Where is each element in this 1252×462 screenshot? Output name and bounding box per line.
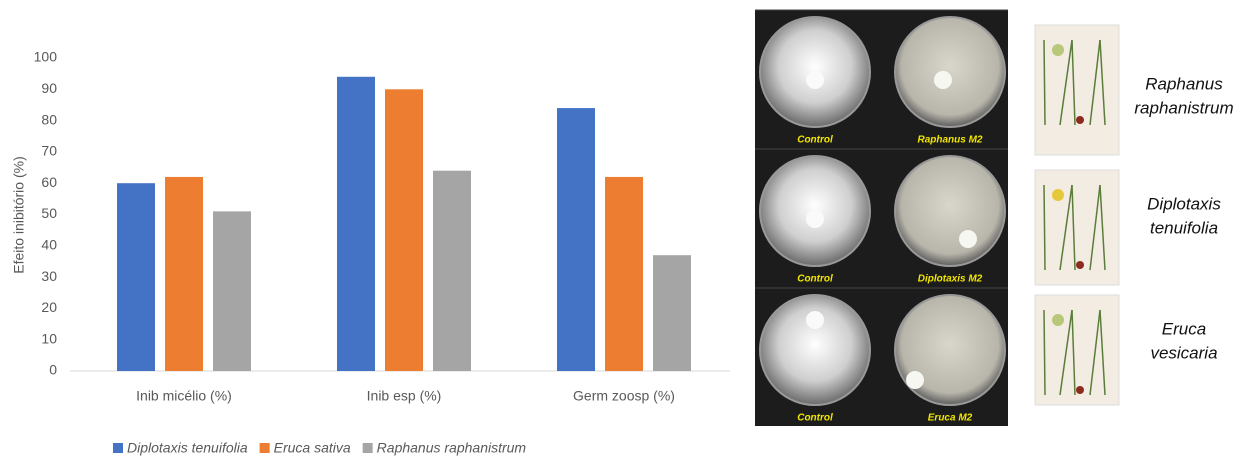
plant-seed [1076,116,1084,124]
legend-label: Eruca sativa [274,440,351,456]
bar [385,89,423,372]
plant-stem [1071,309,1076,396]
bar [213,211,251,371]
inoculum [934,71,952,89]
bar [165,176,203,371]
dish-label: Control [797,413,833,424]
y-tick-label: 70 [41,143,57,159]
plant-stem [1071,184,1076,271]
y-axis-label: Efeito inibitório (%) [11,156,27,274]
dish-label: Raphanus M2 [917,135,982,146]
plant-stem [1059,39,1073,126]
x-tick-label: Inib esp (%) [367,388,442,404]
plant-stem [1043,309,1046,396]
inoculum [906,371,924,389]
plant-stem [1059,184,1073,271]
legend-label: Diplotaxis tenuifolia [127,440,248,456]
plant-stem [1089,184,1101,271]
dish-label: Eruca M2 [928,413,973,424]
control-dish [759,294,871,406]
inoculum [806,71,824,89]
treated-dish [894,16,1006,128]
bar [337,76,375,371]
plant-seed [1076,261,1084,269]
species-name: Diplotaxis [1147,194,1221,213]
plant-stem [1043,39,1046,126]
x-tick-label: Inib micélio (%) [136,388,232,404]
y-tick-label: 90 [41,80,57,96]
plant-stem [1099,184,1106,271]
bar [557,108,595,371]
y-tick-label: 30 [41,268,57,284]
y-tick-label: 60 [41,174,57,190]
dish-label: Control [797,274,833,285]
species-name: Eruca [1162,319,1206,338]
treated-dish [894,294,1006,406]
plant-illustration [1034,169,1120,286]
species-name: vesicaria [1150,343,1217,362]
bar [433,170,471,371]
y-tick-label: 80 [41,111,57,127]
plant-flower [1052,44,1064,56]
plant-stem [1059,309,1073,396]
legend-label: Raphanus raphanistrum [377,440,527,456]
y-tick-label: 0 [49,362,57,378]
dish-label: Control [797,135,833,146]
plant-stem [1099,39,1106,126]
y-tick-label: 100 [34,49,58,65]
treated-dish [894,155,1006,267]
y-tick-label: 50 [41,205,57,221]
bar [117,183,155,371]
dish-label: Diplotaxis M2 [918,274,983,285]
inoculum [806,210,824,228]
species-name: raphanistrum [1134,98,1233,117]
plant-stem [1099,309,1106,396]
plant-seed [1076,386,1084,394]
inoculum [959,230,977,248]
plant-illustration [1034,24,1120,156]
inoculum [806,311,824,329]
species-name: tenuifolia [1150,218,1218,237]
plant-flower [1052,189,1064,201]
bar [653,255,691,371]
legend-swatch [362,443,373,453]
y-tick-label: 40 [41,237,57,253]
plant-stem [1043,184,1046,271]
y-tick-label: 20 [41,299,57,315]
species-name: Raphanus [1145,74,1223,93]
plant-stem [1071,39,1076,126]
plant-stem [1089,39,1101,126]
x-tick-label: Germ zoosp (%) [573,388,675,404]
legend-swatch [113,443,123,453]
plant-flower [1052,314,1064,326]
y-tick-label: 10 [41,330,57,346]
legend-swatch [259,443,270,453]
plant-stem [1089,309,1101,396]
bar [605,176,643,371]
